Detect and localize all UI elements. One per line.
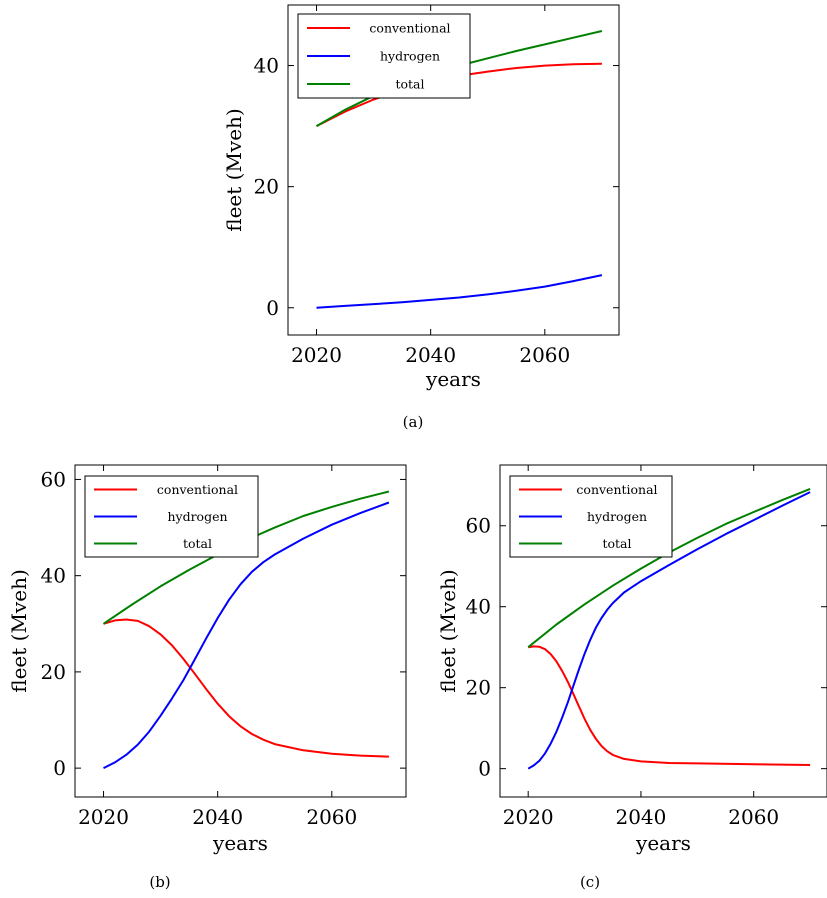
legend: conventional hydrogen total <box>509 475 673 558</box>
y-axis-title: fleet (Mveh) <box>222 108 246 232</box>
series-line-hydrogen <box>527 491 811 770</box>
plot-frame <box>499 464 827 798</box>
legend-label-total: total <box>602 536 631 551</box>
x-tick-label: 2040 <box>615 805 666 829</box>
legend-label-total: total <box>183 536 212 551</box>
legend-label-total: total <box>395 77 424 92</box>
x-tick-label: 2020 <box>78 805 129 829</box>
series-line-conventional <box>528 645 811 766</box>
x-tick-label: 2020 <box>503 805 554 829</box>
x-axis-title: years <box>635 831 691 855</box>
y-axis-title: fleet (Mveh) <box>436 569 460 693</box>
plot-frame <box>74 464 407 798</box>
y-tick-label: 60 <box>41 467 66 491</box>
x-axis-title: years <box>212 831 268 855</box>
y-axis-title: fleet (Mveh) <box>7 569 31 693</box>
x-tick-label: 2040 <box>192 805 243 829</box>
y-tick-label: 60 <box>466 514 491 538</box>
y-tick-label: 40 <box>41 564 66 588</box>
x-tick-label: 2060 <box>306 805 357 829</box>
series-line-hydrogen <box>316 274 603 309</box>
figure-caption: (c) <box>580 873 600 891</box>
x-tick-label: 2060 <box>519 343 570 367</box>
x-tick-label: 2040 <box>405 343 456 367</box>
legend-label-hydrogen: hydrogen <box>380 49 440 64</box>
legend-label-conventional: conventional <box>369 21 450 36</box>
y-tick-label: 20 <box>41 660 66 684</box>
x-axis-title: years <box>425 367 481 391</box>
legend: conventional hydrogen total <box>84 475 259 558</box>
series-line-hydrogen <box>103 501 390 769</box>
x-tick-label: 2060 <box>728 805 779 829</box>
legend-label-hydrogen: hydrogen <box>587 509 647 524</box>
x-tick-label: 2020 <box>291 343 342 367</box>
y-tick-label: 40 <box>466 595 491 619</box>
legend-label-conventional: conventional <box>157 482 238 497</box>
y-tick-label: 0 <box>478 757 491 781</box>
y-tick-label: 20 <box>466 676 491 700</box>
legend-label-conventional: conventional <box>576 482 657 497</box>
y-tick-label: 20 <box>254 175 279 199</box>
y-tick-label: 0 <box>266 296 279 320</box>
y-tick-label: 40 <box>254 54 279 78</box>
figure-caption: (b) <box>149 873 170 891</box>
legend: conventional hydrogen total <box>297 13 471 99</box>
series-line-conventional <box>103 618 389 758</box>
y-tick-label: 0 <box>53 756 66 780</box>
legend-label-hydrogen: hydrogen <box>167 509 227 524</box>
figure-caption: (a) <box>403 413 424 431</box>
plot-frame <box>287 4 620 336</box>
